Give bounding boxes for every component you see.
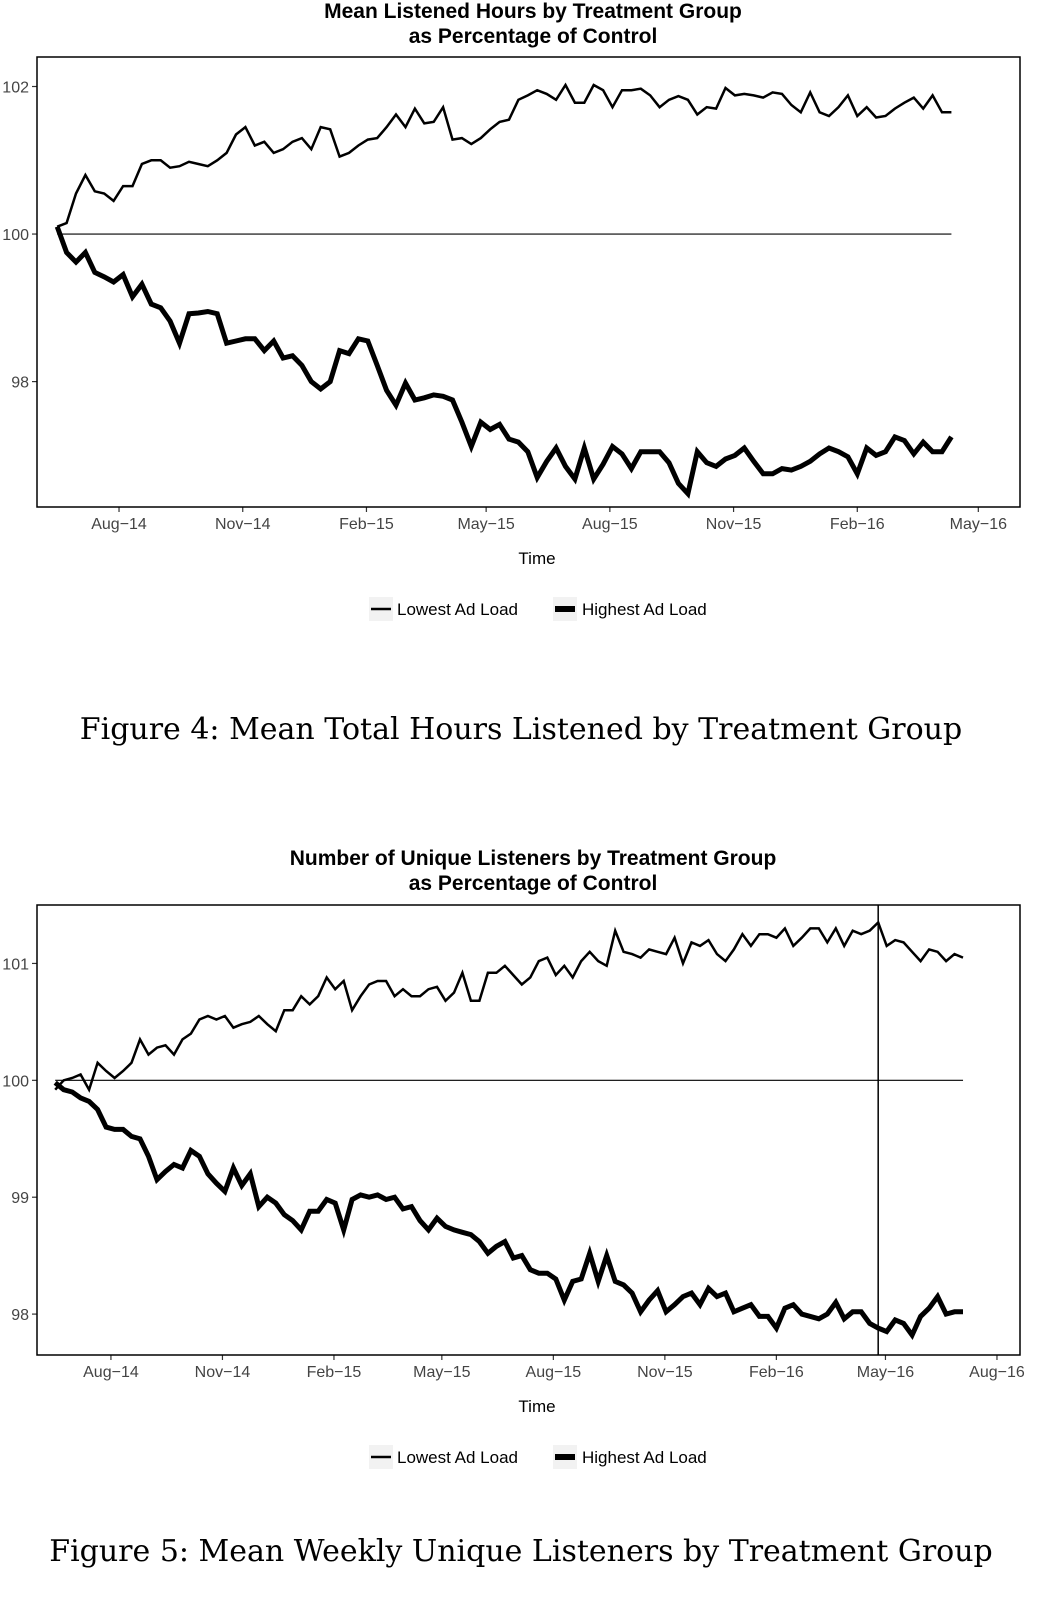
x-tick-label: Feb−15: [339, 516, 394, 533]
chart-unique-listeners: Number of Unique Listeners by Treatment …: [2, 847, 1025, 1469]
y-tick-label: 102: [2, 80, 29, 97]
legend-label-highest-ad-load: Highest Ad Load: [582, 1448, 707, 1467]
x-tick-label: May−15: [457, 516, 514, 533]
x-tick-label: Feb−16: [749, 1364, 804, 1381]
x-tick-label: May−16: [857, 1364, 914, 1381]
y-tick-label: 98: [11, 375, 29, 392]
figure-4: Mean Listened Hours by Treatment Group a…: [0, 0, 1042, 760]
legend: Lowest Ad Load Highest Ad Load: [369, 1445, 707, 1469]
legend: Lowest Ad Load Highest Ad Load: [369, 597, 707, 621]
legend-label-lowest-ad-load: Lowest Ad Load: [397, 600, 518, 619]
y-tick-label: 98: [11, 1307, 29, 1324]
chart-subtitle: as Percentage of Control: [409, 872, 658, 895]
series-line-highest-ad-load: [53, 1080, 963, 1341]
chart-title: Mean Listened Hours by Treatment Group: [324, 0, 742, 23]
legend-label-lowest-ad-load: Lowest Ad Load: [397, 1448, 518, 1467]
x-axis-label: Time: [518, 1397, 555, 1416]
x-tick-label: Aug−16: [969, 1364, 1025, 1381]
x-axis-label: Time: [518, 549, 555, 568]
y-tick-label: 100: [2, 1073, 29, 1090]
x-tick-label: Nov−15: [706, 516, 762, 533]
plot-panel-border: [36, 56, 1021, 508]
series-line-lowest-ad-load: [56, 82, 952, 228]
x-tick-label: Aug−15: [582, 516, 638, 533]
x-tick-label: Nov−14: [195, 1364, 251, 1381]
chart-subtitle: as Percentage of Control: [409, 25, 658, 48]
x-tick-label: Aug−14: [91, 516, 147, 533]
y-tick-label: 101: [2, 956, 29, 973]
x-tick-label: Aug−15: [526, 1364, 582, 1381]
chart-mean-listened-hours: Mean Listened Hours by Treatment Group a…: [2, 0, 1021, 621]
x-tick-label: May−15: [413, 1364, 470, 1381]
x-tick-label: Feb−16: [830, 516, 885, 533]
plot-panel-border: [36, 904, 1021, 1356]
x-tick-label: May−16: [950, 516, 1007, 533]
x-tick-label: Nov−15: [637, 1364, 693, 1381]
figure-caption: Figure 4: Mean Total Hours Listened by T…: [79, 712, 963, 747]
legend-label-highest-ad-load: Highest Ad Load: [582, 600, 707, 619]
figure-caption: Figure 5: Mean Weekly Unique Listeners b…: [49, 1534, 993, 1569]
figure-5: Number of Unique Listeners by Treatment …: [0, 840, 1042, 1602]
series-line-highest-ad-load: [54, 225, 954, 499]
x-tick-label: Aug−14: [83, 1364, 139, 1381]
x-tick-label: Feb−15: [307, 1364, 362, 1381]
y-tick-label: 99: [11, 1190, 29, 1207]
y-tick-label: 100: [2, 227, 29, 244]
series-line-lowest-ad-load: [54, 920, 964, 1093]
chart-title: Number of Unique Listeners by Treatment …: [290, 847, 777, 870]
x-tick-label: Nov−14: [215, 516, 271, 533]
